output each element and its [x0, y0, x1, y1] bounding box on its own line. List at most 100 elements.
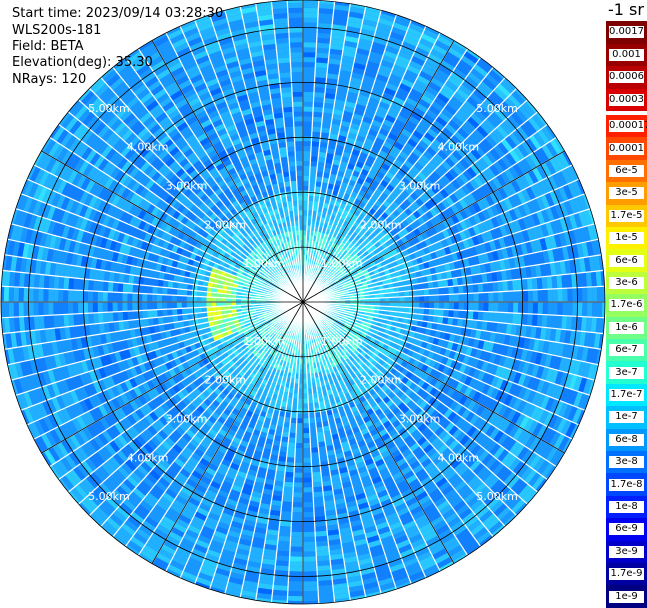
scan-cell [468, 311, 474, 320]
scan-cell [303, 487, 313, 492]
scan-cell [439, 295, 444, 302]
scan-cell [316, 57, 329, 63]
scan-cell [283, 492, 293, 498]
scan-cell [543, 289, 548, 302]
scan-cell [303, 3, 319, 8]
scan-cell [303, 458, 311, 463]
scan-cell [303, 181, 309, 186]
scan-cell [459, 302, 464, 310]
scan-cell [303, 497, 314, 502]
scan-cell [453, 310, 459, 318]
scan-cell [303, 97, 314, 102]
scan-cell [280, 521, 292, 527]
scan-cell [311, 447, 319, 453]
scan-cell [303, 537, 316, 542]
scan-cell [527, 278, 533, 290]
scan-cell [497, 281, 503, 292]
scan-cell [469, 293, 474, 302]
scan-cell [279, 526, 291, 532]
scan-cell [303, 107, 313, 112]
scan-cell [314, 87, 326, 93]
scan-cell [448, 286, 454, 294]
scan-cell [314, 97, 325, 103]
scan-cell [303, 561, 317, 566]
scan-cell [429, 309, 435, 316]
scan-cell [303, 418, 309, 423]
scan-cell [316, 48, 330, 54]
scan-cell [567, 302, 572, 316]
scan-cell [414, 296, 419, 302]
scan-cell [483, 292, 488, 302]
scan-cell [303, 131, 312, 136]
scan-cell [297, 418, 303, 423]
scan-cell [303, 166, 310, 171]
scan-cell [315, 521, 327, 527]
scan-cell [310, 442, 318, 448]
scan-cell [278, 536, 291, 542]
scan-cell [312, 467, 321, 473]
scan-cell [303, 141, 311, 146]
scan-cell [293, 482, 303, 487]
scan-cell [303, 72, 315, 77]
scan-cell [296, 433, 303, 438]
scan-cell [474, 302, 479, 311]
scan-cell [303, 176, 310, 181]
scan-cell [303, 468, 312, 473]
scan-cell [290, 552, 303, 557]
scan-cell [303, 18, 318, 23]
scan-cell [572, 302, 577, 316]
scan-cell [528, 290, 533, 302]
scan-cell [303, 62, 316, 67]
scan-cell [289, 556, 303, 561]
scan-cell [552, 315, 558, 329]
scan-cell [469, 302, 474, 311]
scan-cell [288, 586, 303, 591]
scan-cell [311, 146, 319, 152]
scan-cell [295, 458, 303, 463]
scan-cell [289, 433, 296, 439]
scan-cell [277, 546, 290, 552]
scan-cell [503, 302, 508, 313]
scan-cell [419, 296, 424, 302]
scan-cell [288, 437, 296, 443]
scan-cell [439, 302, 444, 309]
scan-cell [315, 62, 328, 68]
scan-cell [303, 547, 316, 552]
scan-cell [522, 314, 528, 326]
scan-cell [548, 302, 553, 315]
scan-cell [289, 571, 303, 576]
scan-cell [315, 67, 328, 73]
scan-cell [303, 52, 316, 57]
scan-cell [288, 591, 303, 596]
scan-cell [303, 156, 311, 161]
scan-cell [587, 302, 592, 317]
scan-cell [303, 556, 317, 561]
scan-cell [303, 473, 312, 478]
scan-cell [303, 92, 314, 97]
scan-cell [523, 302, 528, 314]
scan-cell [303, 57, 316, 62]
scan-cell [312, 477, 322, 483]
scan-cell [508, 291, 513, 302]
scan-cell [287, 452, 295, 458]
scan-cell [303, 443, 311, 448]
scan-cell [458, 310, 464, 319]
scan-cell [483, 283, 489, 293]
scan-cell [288, 442, 296, 448]
scan-cell [303, 37, 317, 42]
scan-cell [315, 526, 327, 532]
scan-cell [434, 288, 440, 295]
scan-cell [453, 286, 459, 294]
scan-cell [312, 472, 322, 478]
scan-cell [513, 302, 518, 313]
scan-cell [547, 276, 553, 289]
scan-cell [303, 146, 311, 151]
scan-cell [303, 586, 318, 591]
scan-cell [479, 302, 484, 312]
scan-cell [587, 287, 592, 302]
scan-cell [290, 547, 303, 552]
scan-cell [313, 492, 323, 498]
scan-cell [577, 287, 582, 302]
scan-cell [429, 295, 434, 302]
